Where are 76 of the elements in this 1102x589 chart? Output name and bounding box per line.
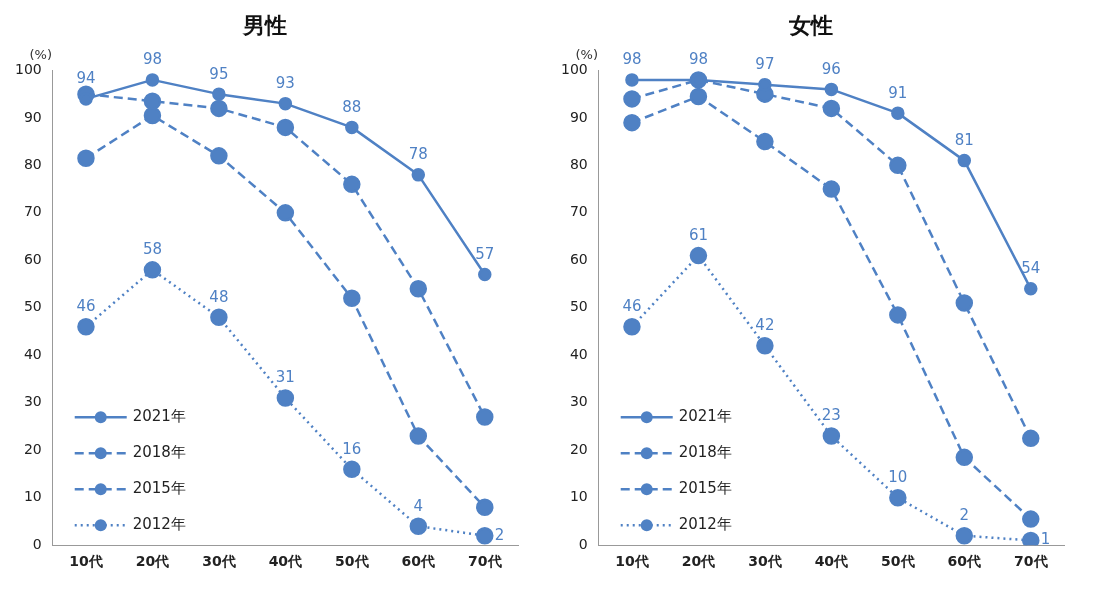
legend-label: 2018年 [678,443,732,462]
x-tick-label: 60代 [401,553,436,570]
y-tick-label: 80 [569,156,588,172]
y-tick-label: 100 [560,61,588,78]
data-label: 78 [408,145,428,164]
data-label: 81 [954,131,974,149]
data-label: 98 [688,50,708,69]
data-label: 23 [821,406,841,425]
legend-label: 2012年 [678,515,732,534]
data-label: 57 [475,244,495,263]
y-tick-label: 100 [14,61,42,78]
x-tick-label: 30代 [202,553,236,570]
y-tick-label: 90 [569,108,588,125]
y-axis-title: (%) [575,47,598,63]
y-tick-label: 90 [23,108,42,125]
data-label: 31 [275,368,295,387]
data-label: 10 [888,468,908,487]
data-label: 95 [209,64,229,83]
x-tick-label: 70代 [1014,553,1048,570]
data-label: 93 [275,74,295,93]
x-tick-label: 10代 [69,553,103,570]
x-tick-label: 30代 [748,553,782,570]
data-label: 48 [209,287,229,306]
x-tick-label: 50代 [881,553,915,570]
data-label: 16 [342,439,362,458]
x-tick-label: 20代 [135,553,170,570]
data-label: 97 [755,55,775,74]
data-label: 98 [622,50,642,69]
y-tick-label: 10 [23,488,42,505]
data-label: 1 [1040,530,1051,549]
legend-label: 2015年 [678,479,732,498]
y-tick-label: 60 [569,250,588,267]
x-tick-label: 20代 [681,553,716,570]
legend-label: 2021年 [132,407,186,426]
data-label: 46 [622,297,642,316]
legend-label: 2021年 [678,407,732,426]
x-tick-label: 50代 [335,553,369,570]
x-tick-label: 60代 [947,553,982,570]
chart-title: 男性 [242,12,287,38]
x-tick-label: 70代 [468,553,502,570]
data-label: 4 [413,496,424,515]
data-label: 58 [142,240,162,259]
y-tick-label: 0 [578,535,588,552]
data-label: 46 [76,297,96,316]
data-label: 96 [821,59,841,78]
data-label: 54 [1021,259,1041,278]
chart-title: 女性 [788,12,833,38]
data-label: 94 [76,69,96,88]
x-tick-label: 10代 [615,553,649,570]
y-axis-title: (%) [29,47,52,63]
data-label: 88 [342,97,362,116]
y-tick-label: 20 [23,440,42,457]
y-tick-label: 0 [32,535,42,552]
x-tick-label: 40代 [814,553,849,570]
data-label: 98 [142,50,162,69]
y-tick-label: 50 [23,298,42,315]
legend-label: 2018年 [132,443,186,462]
y-tick-label: 30 [569,393,588,410]
y-tick-label: 40 [569,345,588,362]
data-label: 2 [494,525,505,544]
x-tick-label: 40代 [268,553,303,570]
data-label: 61 [688,225,708,244]
y-tick-label: 40 [23,345,42,362]
y-tick-label: 70 [23,203,42,220]
y-tick-label: 70 [569,203,588,220]
data-label: 2 [959,506,970,525]
y-tick-label: 30 [23,393,42,410]
y-tick-label: 60 [23,250,42,267]
y-tick-label: 80 [23,156,42,172]
legend-label: 2012年 [132,515,186,534]
y-tick-label: 50 [569,298,588,315]
y-tick-label: 20 [569,440,588,457]
data-label: 91 [888,83,908,102]
data-label: 42 [755,316,775,335]
y-tick-label: 10 [569,488,588,505]
legend-label: 2015年 [132,479,186,498]
